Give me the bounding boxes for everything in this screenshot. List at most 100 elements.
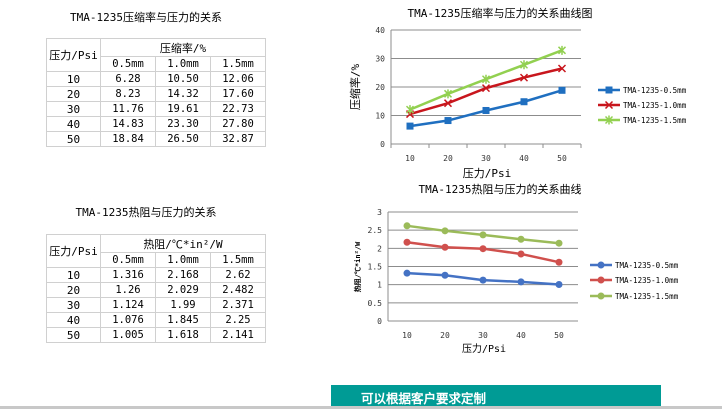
table-cell: 18.84 — [100, 131, 156, 147]
table-row: 10 1.316 2.168 2.62 — [46, 267, 266, 283]
table-cell: 1.99 — [155, 297, 211, 313]
legend-marker — [605, 86, 613, 94]
table-cell: 14.32 — [155, 86, 211, 102]
data-point — [481, 74, 491, 84]
table-cell: 40 — [46, 312, 101, 328]
x-tick-label: 50 — [557, 154, 567, 163]
y-tick-label: 0 — [377, 317, 382, 326]
table-cell: 27.80 — [210, 116, 266, 132]
table-cell: 2.482 — [210, 282, 266, 298]
y-tick-label: 0.5 — [368, 299, 383, 308]
legend-marker — [597, 276, 605, 284]
table-row: 30 1.124 1.99 2.371 — [46, 297, 266, 313]
legend-marker — [604, 115, 614, 125]
x-tick-label: 30 — [481, 154, 491, 163]
data-point — [520, 98, 528, 106]
legend-label: TMA-1235-1.5mm — [615, 292, 679, 301]
table-cell: 1.618 — [155, 327, 211, 343]
data-point — [441, 271, 449, 279]
y-tick-label: 3 — [377, 208, 382, 217]
data-point — [555, 239, 563, 247]
legend-label: TMA-1235-1.0mm — [623, 101, 687, 110]
table-cell: 23.30 — [155, 116, 211, 132]
data-point — [479, 276, 487, 284]
data-point — [517, 250, 525, 258]
y-tick-label: 2.5 — [368, 226, 383, 235]
column-header: 1.5mm — [210, 56, 266, 72]
data-point — [444, 117, 452, 125]
x-axis-label: 压力/Psi — [463, 167, 512, 180]
data-point — [479, 245, 487, 253]
data-point — [482, 106, 490, 114]
data-point — [403, 269, 411, 277]
table-row: 40 14.83 23.30 27.80 — [46, 116, 266, 132]
data-point — [481, 84, 491, 93]
data-point — [517, 278, 525, 286]
table-row: 50 1.005 1.618 2.141 — [46, 327, 266, 343]
y-tick-label: 20 — [375, 83, 385, 92]
y-tick-label: 40 — [375, 26, 385, 35]
data-point — [519, 73, 529, 82]
legend-label: TMA-1235-0.5mm — [615, 261, 679, 270]
table-row: 20 1.26 2.029 2.482 — [46, 282, 266, 298]
data-point — [558, 86, 566, 94]
data-point — [406, 122, 414, 130]
data-point — [557, 64, 567, 73]
table-cell: 2.029 — [155, 282, 211, 298]
y-axis-label: 压缩率/% — [348, 64, 362, 111]
legend-label: TMA-1235-1.5mm — [623, 116, 687, 125]
legend-marker — [604, 100, 614, 110]
table-cell: 2.141 — [210, 327, 266, 343]
x-tick-label: 40 — [519, 154, 529, 163]
customization-banner: 可以根据客户要求定制 — [331, 385, 661, 407]
table-cell: 50 — [46, 131, 101, 147]
chart-title: TMA-1235压缩率与压力的关系曲线图 — [408, 6, 593, 20]
y-tick-label: 2 — [377, 244, 382, 253]
table-cell: 6.28 — [100, 71, 156, 87]
row-header: 压力/Psi — [46, 234, 101, 268]
table-cell: 1.076 — [100, 312, 156, 328]
table-cell: 22.73 — [210, 101, 266, 117]
table-cell: 50 — [46, 327, 101, 343]
y-tick-label: 1.5 — [368, 263, 383, 272]
y-tick-label: 10 — [375, 112, 385, 121]
x-tick-label: 50 — [554, 331, 564, 340]
data-point — [479, 231, 487, 239]
data-point — [403, 222, 411, 230]
group-header: 热阻/℃*in²/W — [100, 234, 266, 253]
thermal-table-title: TMA-1235热阻与压力的关系 — [75, 206, 217, 219]
data-point — [555, 258, 563, 266]
data-point — [517, 235, 525, 243]
y-axis-label: 热阻/℃*in²/W — [353, 241, 362, 292]
data-point — [443, 99, 453, 108]
data-point — [555, 280, 563, 288]
data-point — [519, 60, 529, 70]
thermal-table: 压力/Psi 热阻/℃*in²/W 0.5mm 1.0mm 1.5mm 10 1.316 2.… — [46, 234, 266, 343]
table-cell: 1.845 — [155, 312, 211, 328]
bottom-divider — [0, 406, 722, 409]
x-tick-label: 10 — [402, 331, 412, 340]
y-tick-label: 30 — [375, 55, 385, 64]
legend-marker — [597, 261, 605, 269]
table-cell: 11.76 — [100, 101, 156, 117]
data-point — [441, 243, 449, 251]
data-point — [443, 89, 453, 99]
row-header: 压力/Psi — [46, 38, 101, 72]
x-tick-label: 30 — [478, 331, 488, 340]
table-row: 10 6.28 10.50 12.06 — [46, 71, 266, 87]
chart-title: TMA-1235热阻与压力的关系曲线 — [419, 182, 582, 196]
y-tick-label: 1 — [377, 281, 382, 290]
x-tick-label: 20 — [440, 331, 450, 340]
data-point — [403, 238, 411, 246]
data-point — [441, 227, 449, 235]
x-tick-label: 40 — [516, 331, 526, 340]
x-tick-label: 20 — [443, 154, 453, 163]
x-axis-label: 压力/Psi — [462, 342, 506, 355]
data-point — [557, 45, 567, 55]
legend-label: TMA-1235-1.0mm — [615, 276, 679, 285]
legend-marker — [597, 292, 605, 300]
compression-table: 压力/Psi 压缩率/% 0.5mm 1.0mm 1.5mm 10 6.28 10.50 12.… — [46, 38, 266, 147]
table-cell: 1.124 — [100, 297, 156, 313]
data-point — [405, 105, 415, 115]
